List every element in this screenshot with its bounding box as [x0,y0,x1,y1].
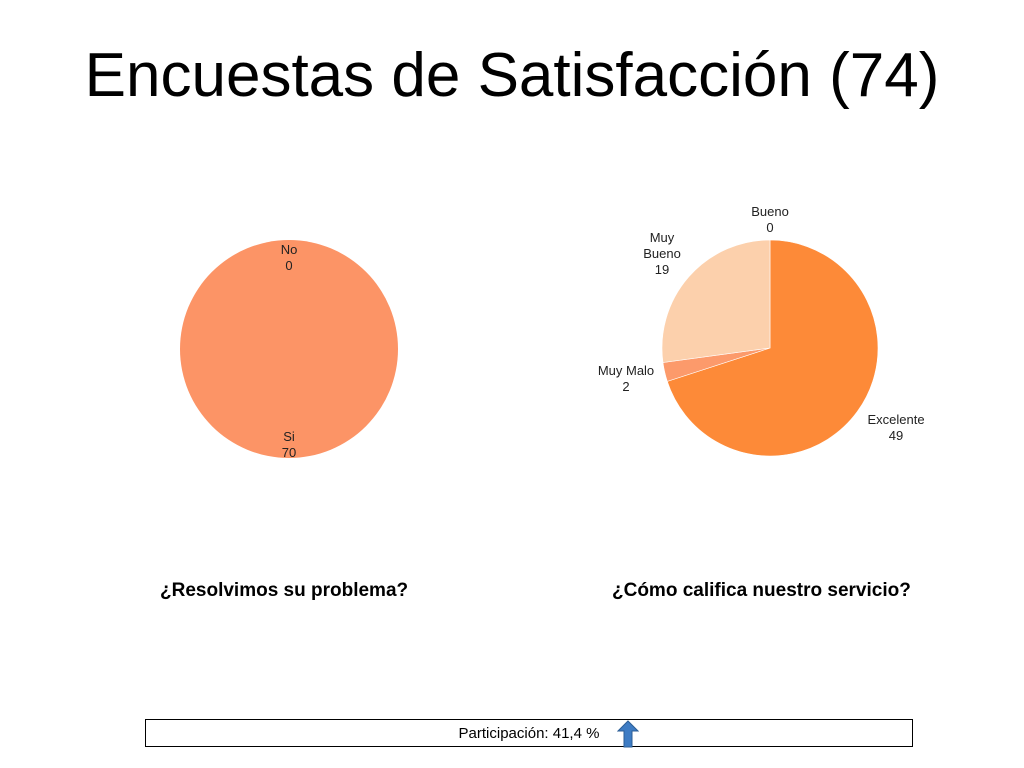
pie-label-1-0: Excelente 49 [867,412,924,443]
pie-slice-1-2 [661,239,771,363]
participation-box: Participación: 41,4 % [145,719,913,747]
pie-label-1-3: Bueno 0 [751,204,789,235]
chart-1-subtitle: ¿Resolvimos su problema? [160,580,409,601]
page-title: Encuestas de Satisfacción (74) [84,41,940,110]
pie-label-0-1: Si 70 [282,429,296,460]
pie-slice-0-1 [180,240,398,458]
pie-label-1-1: Muy Malo 2 [598,363,654,394]
participation-text: Participación: 41,4 % [458,724,600,742]
up-arrow-icon[interactable] [617,720,639,748]
pie-slice-1-0 [666,239,879,457]
chart-2-subtitle: ¿Cómo califica nuestro servicio? [612,580,911,601]
pie-label-0-0: No 0 [281,242,298,273]
pie-label-1-2: Muy Bueno 19 [643,230,681,277]
